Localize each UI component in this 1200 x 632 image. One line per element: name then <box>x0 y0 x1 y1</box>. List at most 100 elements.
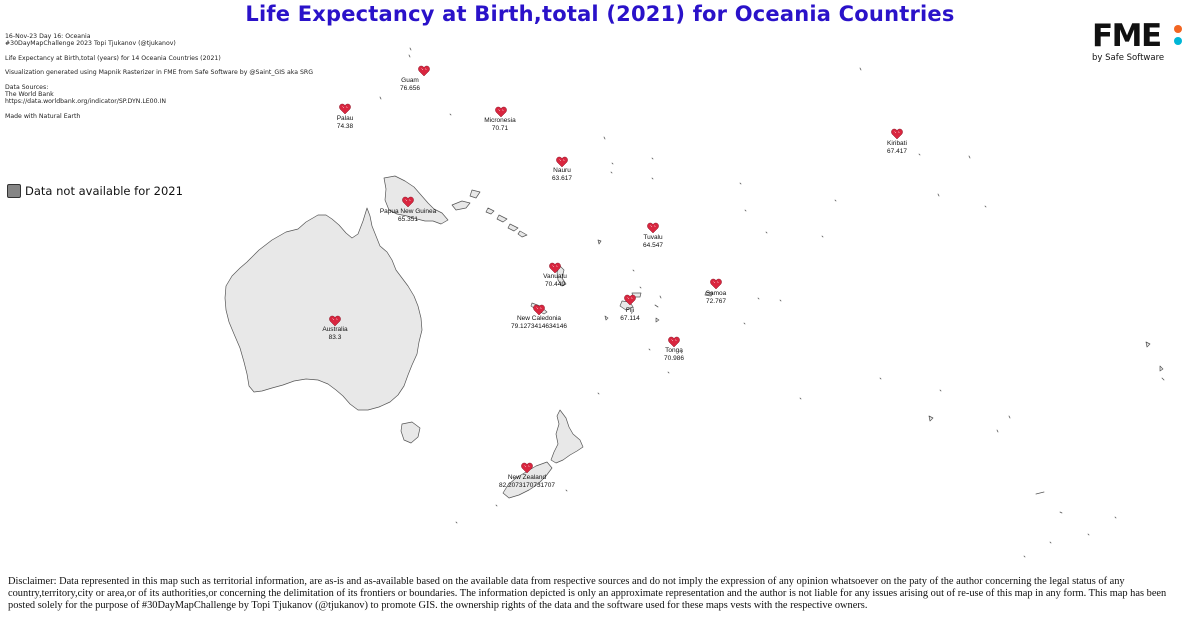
country-label-tuvalu: Tuvalu 64.547 <box>643 234 663 249</box>
heart-icon <box>533 304 545 316</box>
heart-icon <box>624 294 636 306</box>
islet <box>655 317 660 323</box>
fme-logo-mark: FME <box>1092 18 1162 54</box>
info-block: 16-Nov-23 Day 16: Oceania #30DayMapChall… <box>5 33 345 120</box>
islet <box>968 155 971 159</box>
country-label-guam: Guam 76.656 <box>400 77 420 92</box>
islet <box>799 397 802 400</box>
country-label-australia: Australia 83.3 <box>322 326 348 341</box>
country-label-new-zealand: New Zealand 82.2073170731707 <box>498 474 556 489</box>
islet <box>379 96 382 100</box>
islet <box>743 322 746 325</box>
new-britain-landmass <box>451 200 471 211</box>
islet <box>604 315 609 321</box>
country-label-fiji: Fiji 67.114 <box>620 307 640 322</box>
heart-icon <box>418 65 430 77</box>
info-source-url: https://data.worldbank.org/indicator/SP.… <box>5 98 166 106</box>
info-tool-line: Visualization generated using Mapnik Ras… <box>5 69 313 77</box>
info-source-name: The World Bank <box>5 91 54 99</box>
islet <box>597 239 602 245</box>
islet <box>937 193 940 197</box>
islet <box>984 205 987 208</box>
islet <box>1035 491 1045 495</box>
islet <box>611 162 614 165</box>
islet <box>610 171 613 174</box>
australia-landmass <box>224 207 423 411</box>
country-label-micronesia: Micronesia 70.71 <box>484 117 516 132</box>
tasmania-landmass <box>400 421 421 444</box>
islet <box>639 286 642 289</box>
fme-logo-subtitle: by Safe Software <box>1092 53 1165 63</box>
islet <box>667 371 670 374</box>
islet <box>757 297 760 300</box>
country-label-nauru: Nauru 63.617 <box>552 167 572 182</box>
islet <box>1159 365 1164 372</box>
islet <box>744 209 747 212</box>
new-ireland-landmass <box>469 189 481 199</box>
heart-icon <box>402 196 414 208</box>
islet <box>654 304 659 308</box>
islet <box>651 157 654 160</box>
heart-icon <box>668 336 680 348</box>
islet <box>680 351 683 354</box>
islet <box>1087 533 1090 536</box>
islet <box>455 521 458 524</box>
country-label-tonga: Tonga 70.986 <box>664 347 684 362</box>
islet <box>1114 516 1117 519</box>
fme-logo: FME by Safe Software <box>1092 20 1187 70</box>
country-label-new-caledonia: New Caledonia 79.1273414634146 <box>510 315 568 330</box>
info-description-line: Life Expectancy at Birth,total (years) f… <box>5 54 221 62</box>
new-guinea-landmass <box>383 175 449 225</box>
heart-icon <box>495 106 507 118</box>
islet <box>918 153 921 156</box>
islet <box>659 295 662 299</box>
logo-dot-blue <box>1174 37 1182 45</box>
solomon-island-3 <box>507 223 519 232</box>
country-label-palau: Palau 74.38 <box>336 115 354 130</box>
islet <box>1161 377 1165 381</box>
legend-label: Data not available for 2021 <box>25 184 183 198</box>
islet <box>1059 511 1063 514</box>
islet <box>834 199 837 202</box>
islet <box>651 177 654 180</box>
legend: Data not available for 2021 <box>7 184 183 198</box>
country-label-samoa: Samoa 72.767 <box>705 290 727 305</box>
solomon-island-1 <box>485 207 495 215</box>
heart-icon <box>521 462 533 474</box>
islet <box>409 47 412 51</box>
info-challenge-line: #30DayMapChallenge 2023 Topi Tjukanov (@… <box>5 40 176 48</box>
country-label-papua-new-guinea: Papua New Guinea 65.351 <box>379 208 437 223</box>
legend-swatch <box>7 184 21 198</box>
info-date-line: 16-Nov-23 Day 16: Oceania <box>5 33 91 40</box>
islet <box>495 504 498 507</box>
disclaimer: Disclaimer: Data represented in this map… <box>8 576 1167 611</box>
heart-icon <box>556 156 568 168</box>
heart-icon <box>710 278 722 290</box>
islet <box>449 113 452 116</box>
info-sources-heading: Data Sources: <box>5 83 49 91</box>
heart-icon <box>329 315 341 327</box>
solomon-island-4 <box>517 230 528 238</box>
logo-dot-orange <box>1174 25 1182 33</box>
islet <box>939 389 942 392</box>
islet <box>1008 415 1011 419</box>
islet <box>765 231 768 234</box>
samoa-landmass <box>704 291 714 297</box>
islet <box>565 489 568 492</box>
fme-logo-dots <box>1174 25 1182 49</box>
islet <box>821 235 824 238</box>
islet <box>603 136 606 140</box>
islet <box>597 392 600 395</box>
islet <box>1145 341 1151 348</box>
heart-icon <box>339 103 351 115</box>
islet <box>779 299 782 302</box>
vanuatu-landmass <box>556 265 567 287</box>
country-label-kiribati: Kiribati 67.417 <box>887 140 907 155</box>
islet <box>739 182 742 185</box>
info-natural-earth: Made with Natural Earth <box>5 112 81 120</box>
islet <box>408 54 411 58</box>
nz-north-island <box>550 409 584 464</box>
heart-icon <box>647 222 659 234</box>
solomon-island-2 <box>496 214 508 223</box>
islet <box>996 429 999 433</box>
